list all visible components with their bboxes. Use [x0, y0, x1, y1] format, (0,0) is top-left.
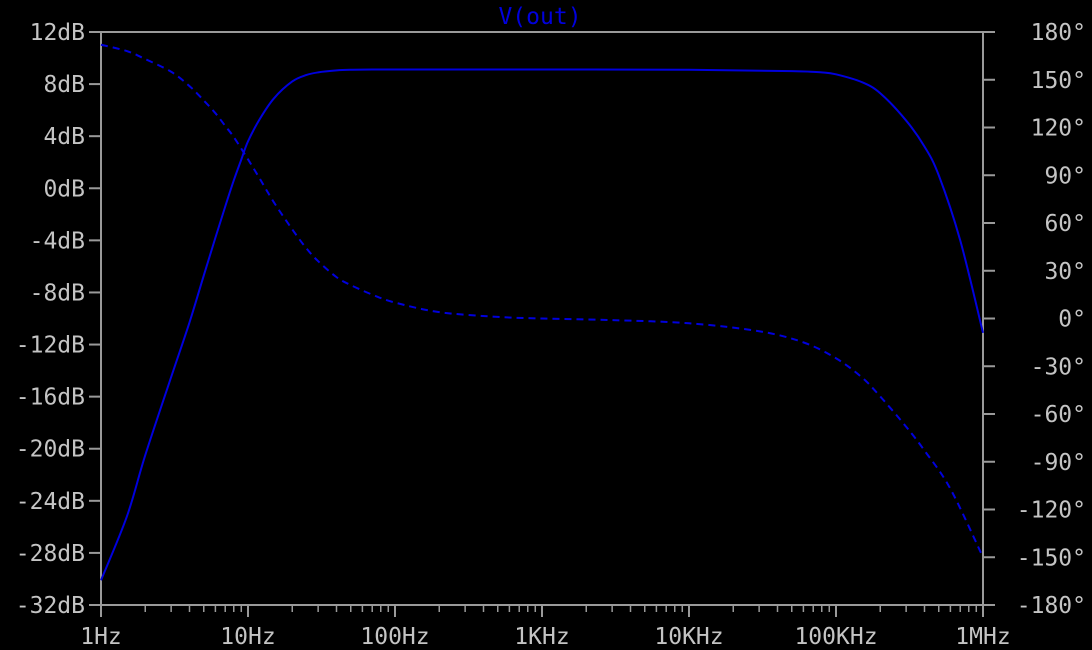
y-left-tick-label: 0dB: [43, 176, 85, 202]
x-axis: 1Hz 10Hz 100Hz 1KHz 10KHz 100KHz 1MHz: [80, 605, 1011, 650]
y-right-tick-label: -120°: [1017, 498, 1086, 524]
y-right-tick-label: 180°: [1031, 20, 1086, 46]
y-right-tick-label: -180°: [1017, 593, 1086, 619]
y-right-tick-label: -90°: [1031, 450, 1086, 476]
magnitude-curve: [100, 68, 984, 581]
x-tick-label: 10KHz: [654, 624, 723, 650]
y-left-tick-label: -20dB: [16, 437, 85, 463]
y-right-tick-label: 90°: [1044, 163, 1086, 189]
y-right-tick-label: 30°: [1044, 259, 1086, 285]
y-right-tick-label: 60°: [1044, 211, 1086, 237]
y-left-tick-label: -16dB: [16, 385, 85, 411]
y-right-tick-label: 0°: [1058, 307, 1086, 333]
y-left-tick-label: -28dB: [16, 541, 85, 567]
x-tick-label: 100KHz: [794, 624, 877, 650]
y-left-tick-label: -4dB: [30, 228, 85, 254]
y-left-tick-label: 8dB: [43, 72, 85, 98]
chart-title: V(out): [498, 4, 581, 30]
y-right-tick-label: -60°: [1031, 402, 1086, 428]
y-right-tick-label: -30°: [1031, 354, 1086, 380]
left-y-axis: 12dB 8dB 4dB 0dB -4dB -8dB -12dB -16dB -20dB -24d…: [16, 20, 101, 619]
y-right-tick-label: -150°: [1017, 545, 1086, 571]
y-left-tick-label: 4dB: [43, 124, 85, 150]
y-right-tick-label: 150°: [1031, 68, 1086, 94]
x-tick-label: 10Hz: [220, 624, 275, 650]
x-tick-label: 1Hz: [80, 624, 122, 650]
right-y-axis: 180° 150° 120° 90° 60° 30° 0° -30° -60° -90° -120°…: [983, 20, 1086, 619]
x-tick-label: 100Hz: [360, 624, 429, 650]
y-left-tick-label: -8dB: [30, 280, 85, 306]
phase-curve: [100, 43, 984, 558]
y-left-tick-label: 12dB: [30, 20, 85, 46]
y-right-tick-label: 120°: [1031, 116, 1086, 142]
y-left-tick-label: -24dB: [16, 489, 85, 515]
y-left-tick-label: -32dB: [16, 593, 85, 619]
x-tick-label: 1MHz: [955, 624, 1010, 650]
x-tick-label: 1KHz: [514, 624, 569, 650]
y-left-tick-label: -12dB: [16, 333, 85, 359]
x-minor-ticks: [144, 605, 978, 612]
series-layer: [100, 43, 984, 581]
